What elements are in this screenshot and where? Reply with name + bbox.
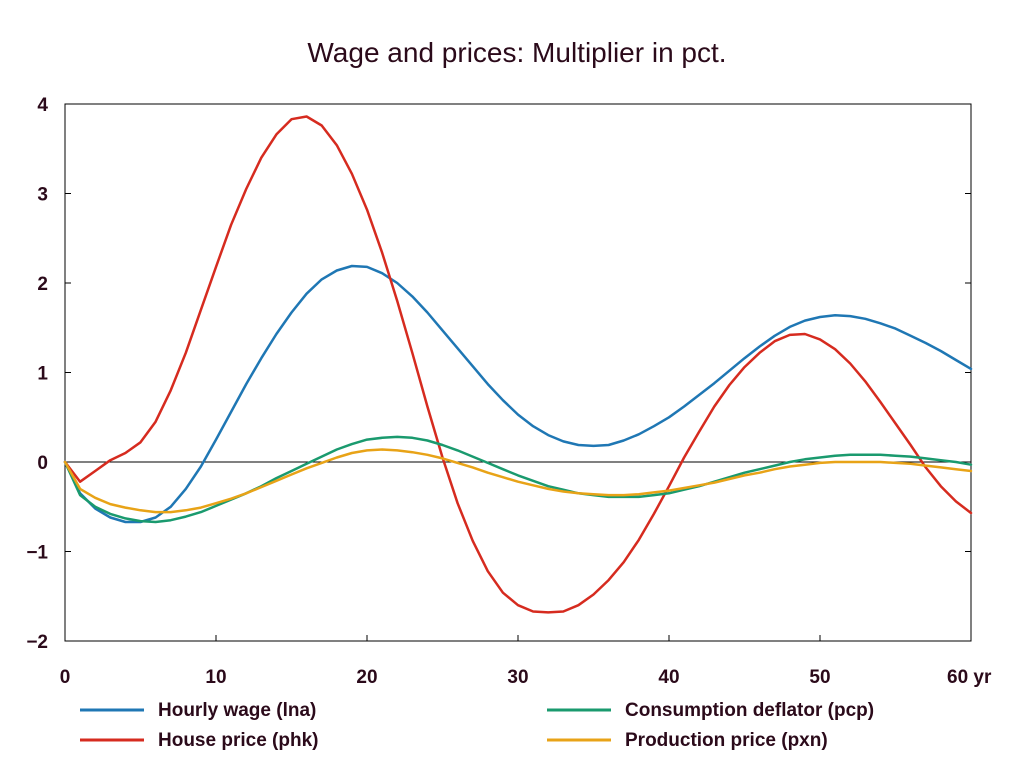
- series-lines: [63, 115, 973, 614]
- legend-label: Production price (pxn): [625, 730, 828, 751]
- series-line-2: [63, 115, 973, 614]
- x-tick-label: 30: [507, 667, 528, 688]
- legend-label: Hourly wage (lna): [158, 700, 316, 721]
- x-tick-label: 40: [658, 667, 679, 688]
- x-tick-label: 50: [809, 667, 830, 688]
- y-tick-label: 2: [37, 274, 48, 295]
- y-tick-label: 4: [37, 95, 48, 116]
- y-tick-label: −2: [26, 632, 48, 653]
- plot-frame: [64, 103, 972, 642]
- series-line-3: [63, 435, 973, 524]
- x-tick-label: 10: [205, 667, 226, 688]
- x-tick-label: 60 yr: [947, 667, 992, 688]
- legend: Hourly wage (lna) House price (phk) Consum…: [80, 700, 874, 751]
- series-line-1: [63, 264, 973, 524]
- x-tick-label: 20: [356, 667, 377, 688]
- chart-title: Wage and prices: Multiplier in pct.: [307, 37, 726, 68]
- legend-label: House price (phk): [158, 730, 318, 751]
- series-line-4: [63, 448, 973, 514]
- y-tick-label: −1: [26, 543, 48, 564]
- x-tick-label: 0: [60, 667, 71, 688]
- y-tick-label: 1: [37, 364, 48, 385]
- legend-label: Consumption deflator (pcp): [625, 700, 874, 721]
- y-tick-label: 0: [37, 453, 48, 474]
- plot-area: [64, 103, 972, 642]
- y-tick-label: 3: [37, 185, 48, 206]
